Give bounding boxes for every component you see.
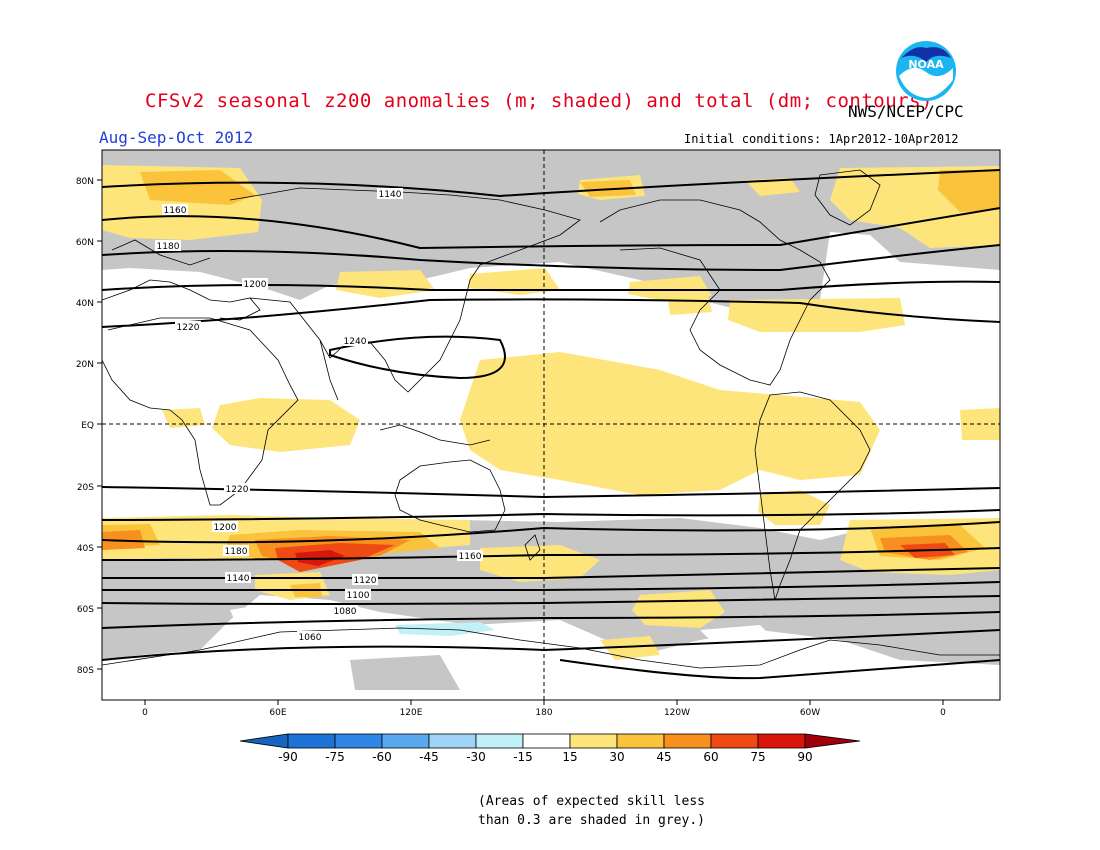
- lon-label: 0: [940, 708, 946, 718]
- colorbar-box: [428, 733, 477, 749]
- lon-label: 0: [142, 708, 148, 718]
- lat-label: 80S: [77, 666, 94, 676]
- contour-label: 1220: [177, 323, 200, 333]
- colorbar-box: [569, 733, 618, 749]
- contour-label-bg: [242, 278, 268, 289]
- colorbar-tick-label: 60: [703, 750, 718, 764]
- colorbar-high-arrow: [804, 733, 861, 749]
- colorbar-low-arrow: [239, 733, 289, 749]
- contour-label-bg: [212, 521, 238, 532]
- lat-label: EQ: [81, 421, 94, 431]
- contour-label: 1140: [227, 574, 250, 584]
- height-contours: [102, 169, 1000, 680]
- contour-label-bg: [223, 545, 249, 556]
- map-title: CFSv2 seasonal z200 anomalies (m; shaded…: [145, 90, 933, 112]
- lat-label: 60N: [76, 238, 94, 248]
- colorbar-tick-label: 45: [656, 750, 671, 764]
- colorbar-box: [287, 733, 336, 749]
- contour-label-bg: [225, 572, 251, 583]
- contour-label-bg: [332, 605, 358, 616]
- contour-label: 1240: [344, 337, 367, 347]
- contour-label: 1220: [226, 485, 249, 495]
- contour-label-bg: [377, 188, 403, 199]
- contour-label: 1120: [354, 576, 377, 586]
- contour-label-bg: [224, 483, 250, 494]
- colorbar-tick-label: -15: [513, 750, 533, 764]
- lat-label: 20S: [77, 483, 94, 493]
- lon-label: 60E: [269, 708, 286, 718]
- lat-label: 20N: [76, 360, 94, 370]
- lon-label: 120W: [664, 708, 690, 718]
- contour-label: 1160: [459, 552, 482, 562]
- contour-label: 1200: [244, 280, 267, 290]
- skill-note-line-1: (Areas of expected skill less: [478, 794, 705, 809]
- contour-label: 1100: [347, 591, 370, 601]
- contour-label-layer: 1140 1160 1180 1200 1220 1240 1220 1200 1180 1160…: [155, 188, 483, 643]
- lat-label: 40N: [76, 299, 94, 309]
- noaa-logo-text: NOAA: [908, 58, 944, 71]
- colorbar-box: [334, 733, 383, 749]
- contour-label: 1180: [225, 547, 248, 557]
- lat-label: 40S: [77, 544, 94, 554]
- negative-anomaly-shading: [395, 622, 495, 636]
- contour-label: 1080: [334, 607, 357, 617]
- lat-label: 60S: [77, 605, 94, 615]
- agency-label: NWS/NCEP/CPC: [848, 102, 964, 121]
- contour-label: 1200: [214, 523, 237, 533]
- colorbar-tick-label: 15: [562, 750, 577, 764]
- skill-note-line-2: than 0.3 are shaded in grey.): [478, 813, 705, 828]
- contour-label-bg: [175, 321, 201, 332]
- colorbar-box: [381, 733, 430, 749]
- colorbar-tick-label: 90: [797, 750, 812, 764]
- season-label: Aug-Sep-Oct 2012: [99, 128, 254, 147]
- contour-label-bg: [162, 204, 188, 215]
- skill-note: (Areas of expected skill less than 0.3 a…: [478, 792, 705, 830]
- lat-label: 80N: [76, 177, 94, 187]
- contour-label-bg: [457, 550, 483, 561]
- contour-label-bg: [342, 335, 368, 346]
- colorbar: -90 -75 -60 -45 -30 -15 15 30 45 60 75 90: [239, 733, 861, 764]
- colorbar-tick-label: -90: [278, 750, 298, 764]
- map-frame: [101, 149, 1001, 701]
- lon-label: 120E: [400, 708, 423, 718]
- colorbar-box: [710, 733, 759, 749]
- colorbar-tick-label: 30: [609, 750, 624, 764]
- lon-label: 60W: [800, 708, 820, 718]
- contour-label-bg: [345, 589, 371, 600]
- map-shading: [102, 150, 1000, 700]
- contour-label: 1180: [157, 242, 180, 252]
- colorbar-box: [475, 733, 524, 749]
- colorbar-box: [522, 733, 571, 749]
- longitude-axis: 0 60E 120E 180 120W 60W 0: [142, 700, 946, 718]
- colorbar-box: [757, 733, 806, 749]
- contour-label-bg: [352, 574, 378, 585]
- colorbar-tick-label: -30: [466, 750, 486, 764]
- contour-label-bg: [155, 240, 181, 251]
- colorbar-tick-label: -75: [325, 750, 345, 764]
- initial-conditions-label: Initial conditions: 1Apr2012-10Apr2012: [684, 132, 959, 146]
- colorbar-box: [616, 733, 665, 749]
- contour-label: 1140: [379, 190, 402, 200]
- colorbar-tick-label: -60: [372, 750, 392, 764]
- lon-label: 180: [535, 708, 552, 718]
- contour-label: 1160: [164, 206, 187, 216]
- latitude-axis: 80N 60N 40N 20N EQ 20S 40S 60S 80S: [76, 177, 102, 676]
- colorbar-tick-label: -45: [419, 750, 439, 764]
- contour-label: 1060: [299, 633, 322, 643]
- noaa-logo-icon: NOAA: [896, 41, 956, 101]
- colorbar-tick-label: 75: [750, 750, 765, 764]
- colorbar-box: [663, 733, 712, 749]
- contour-label-bg: [297, 631, 323, 642]
